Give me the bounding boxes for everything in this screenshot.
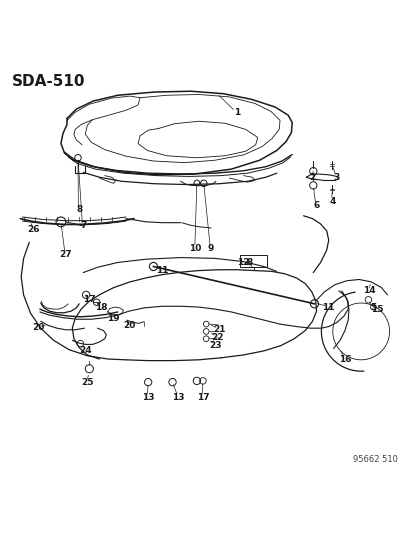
Text: 20: 20 xyxy=(123,321,136,330)
Text: 11: 11 xyxy=(322,303,334,312)
Text: 24: 24 xyxy=(79,346,91,356)
Text: 23: 23 xyxy=(209,341,221,350)
Text: 16: 16 xyxy=(338,356,350,365)
Text: 3: 3 xyxy=(333,173,339,182)
Text: 10: 10 xyxy=(189,244,202,253)
Text: 8: 8 xyxy=(246,258,252,267)
Text: 13: 13 xyxy=(172,393,184,402)
Text: 14: 14 xyxy=(362,286,375,295)
Text: 7: 7 xyxy=(80,221,86,230)
Text: 8: 8 xyxy=(76,205,82,214)
Text: 17: 17 xyxy=(196,393,209,402)
Text: 11: 11 xyxy=(156,266,168,275)
Text: 27: 27 xyxy=(59,250,72,259)
Text: 19: 19 xyxy=(107,314,120,323)
Text: 22: 22 xyxy=(210,333,223,342)
Text: 18: 18 xyxy=(95,303,107,312)
Text: 15: 15 xyxy=(370,304,383,313)
Text: 26: 26 xyxy=(27,225,40,235)
Text: 5: 5 xyxy=(369,303,375,312)
Text: 21: 21 xyxy=(212,325,225,334)
Text: 4: 4 xyxy=(329,197,335,206)
Text: 25: 25 xyxy=(81,377,93,386)
Text: 1: 1 xyxy=(234,108,240,117)
Text: SDA-510: SDA-510 xyxy=(12,74,85,89)
Text: 2: 2 xyxy=(309,173,315,182)
Text: 12: 12 xyxy=(237,258,249,267)
Text: 17: 17 xyxy=(83,295,95,304)
Text: 20: 20 xyxy=(32,323,45,332)
Text: 95662 510: 95662 510 xyxy=(352,456,397,464)
Text: 13: 13 xyxy=(142,393,154,402)
Text: 9: 9 xyxy=(207,244,214,253)
Text: 6: 6 xyxy=(313,201,319,210)
